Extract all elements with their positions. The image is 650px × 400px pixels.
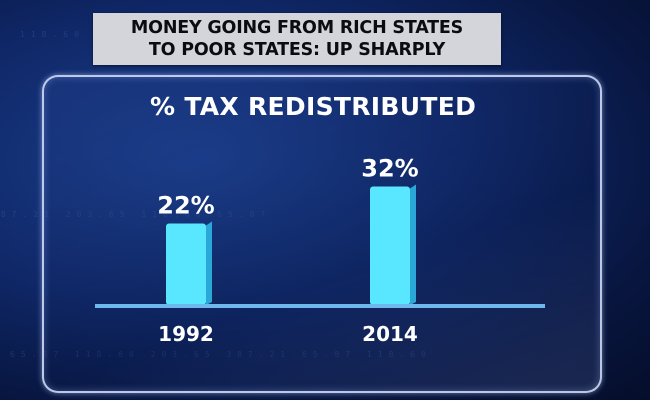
- bar-side-2014: [410, 184, 416, 305]
- bar-1992: [166, 223, 206, 305]
- x-tick-label-1992: 1992: [158, 322, 214, 346]
- bar-2014: [370, 186, 410, 305]
- headline-line-2: TO POOR STATES: UP SHARPLY: [148, 40, 446, 60]
- chart-panel: [42, 75, 602, 393]
- ticker-background: 65.87 118.60 203.65 387.21 65.87 118.60: [10, 350, 426, 359]
- data-label-2014: 32%: [361, 154, 418, 182]
- ticker-background: 387.21 203.65 118.60 65.87: [0, 210, 265, 219]
- chart-title: % TAX REDISTRIBUTED: [150, 92, 477, 121]
- data-label-1992: 22%: [157, 191, 214, 219]
- headline-line-1: MONEY GOING FROM RICH STATES: [130, 18, 464, 38]
- headline-banner: MONEY GOING FROM RICH STATES TO POOR STA…: [93, 13, 501, 65]
- x-tick-label-2014: 2014: [362, 322, 418, 346]
- bar-side-1992: [206, 221, 212, 305]
